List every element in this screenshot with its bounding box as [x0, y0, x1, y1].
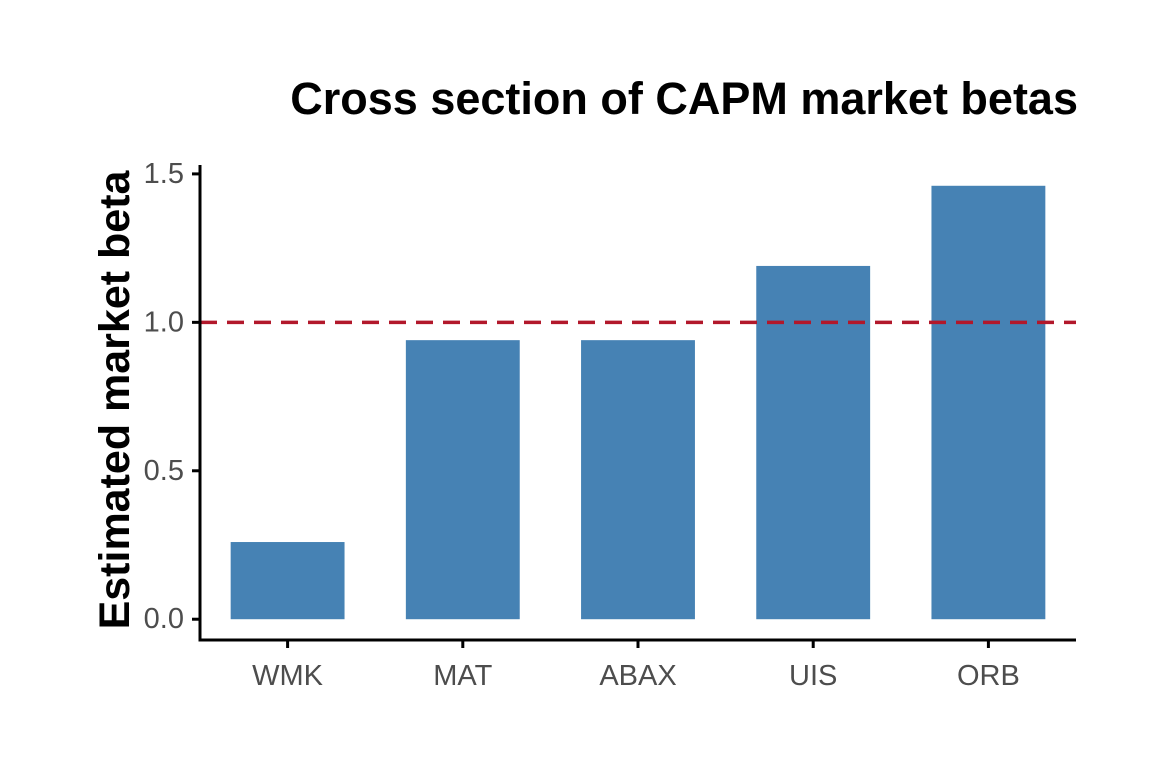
chart-title: Cross section of CAPM market betas — [290, 73, 1078, 124]
y-tick-label: 1.0 — [144, 306, 184, 338]
y-tick-label: 0.5 — [144, 455, 184, 487]
y-axis-label: Estimated market beta — [91, 169, 139, 629]
x-tick-label: ABAX — [599, 660, 676, 692]
x-tick-label: ORB — [957, 660, 1020, 692]
x-tick-label: WMK — [252, 660, 324, 692]
y-tick-label: 1.5 — [144, 158, 184, 190]
x-tick-label: UIS — [789, 660, 837, 692]
plot-area: 0.0 0.5 1.0 1.5 WMK MAT ABAX UIS ORB — [144, 158, 1076, 692]
bar-orb — [931, 185, 1046, 620]
bar-abax — [581, 340, 695, 620]
bar-mat — [405, 340, 520, 620]
bar-uis — [756, 265, 871, 620]
bar-wmk — [230, 542, 345, 620]
x-tick-label: MAT — [433, 660, 492, 692]
y-tick-label: 0.0 — [144, 603, 184, 635]
